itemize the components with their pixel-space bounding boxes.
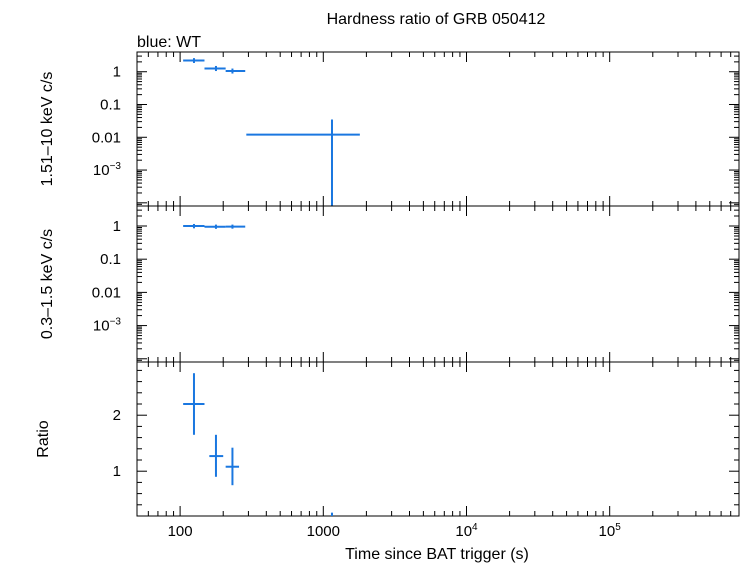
y-axis-label-ratio: Ratio — [35, 420, 52, 457]
data-point — [183, 373, 205, 435]
y-tick-label-base: 10 — [93, 318, 110, 335]
panel-frame — [136, 51, 740, 207]
data-points-soft — [183, 223, 246, 229]
x-tick-labels: 100 1000 104 105 — [168, 522, 622, 540]
data-point — [246, 119, 360, 206]
data-point — [209, 434, 224, 477]
y-tick-label: 1 — [113, 463, 121, 480]
y-tick-label: 10−3 — [93, 161, 122, 179]
x-tick-label: 1000 — [307, 523, 340, 540]
x-axis-label: Time since BAT trigger (s) — [345, 546, 529, 563]
y-tick-label-base: 0.1 — [100, 97, 121, 114]
y-tick-label: 1 — [113, 64, 121, 81]
data-point — [183, 58, 205, 63]
y-tick-label: 1 — [113, 218, 121, 235]
legend-text: blue: WT — [137, 34, 201, 51]
data-point — [225, 68, 246, 74]
y-tick-label: 2 — [113, 407, 121, 424]
data-point — [204, 65, 226, 72]
data-point — [183, 223, 205, 229]
data-point — [225, 447, 240, 486]
x-tick-label-base: 1000 — [307, 523, 340, 540]
y-tick-label-base: 1 — [113, 463, 121, 480]
y-tick-label-base: 0.01 — [92, 284, 121, 301]
y-axis-label-soft: 0.3–1.5 keV c/s — [39, 229, 56, 339]
x-tick-label: 104 — [455, 522, 478, 540]
x-tick-label-base: 10 — [599, 523, 616, 540]
panel-frame — [136, 205, 740, 363]
data-points-ratio — [183, 373, 333, 516]
data-points-hard — [183, 58, 360, 206]
y-tick-label: 0.1 — [100, 97, 121, 114]
y-tick-label-exponent: −3 — [110, 161, 122, 172]
y-tick-label-base: 1 — [113, 64, 121, 81]
y-tick-label-exponent: −3 — [110, 317, 122, 328]
y-tick-label-base: 0.1 — [100, 251, 121, 268]
data-point — [204, 224, 226, 229]
y-tick-label-base: 10 — [93, 162, 110, 179]
y-tick-label-base: 0.01 — [92, 129, 121, 146]
x-tick-label: 100 — [168, 523, 193, 540]
y-tick-label: 0.01 — [92, 284, 121, 301]
data-point — [330, 512, 333, 516]
panel-soft: 1 0.1 0.01 10−3 0.3–1.5 keV c/s — [39, 205, 740, 363]
panel-ratio: 1 2 Ratio — [35, 361, 740, 517]
x-tick-label-exponent: 5 — [615, 522, 621, 533]
x-tick-label-exponent: 4 — [472, 522, 478, 533]
y-tick-label-base: 2 — [113, 407, 121, 424]
x-tick-label-base: 10 — [455, 523, 472, 540]
x-tick-label: 105 — [599, 522, 622, 540]
y-tick-label: 0.1 — [100, 251, 121, 268]
panel-frame — [136, 361, 740, 517]
y-tick-label: 0.01 — [92, 129, 121, 146]
y-axis-label-hard: 1.51–10 keV c/s — [39, 72, 56, 187]
x-tick-label-base: 100 — [168, 523, 193, 540]
y-tick-label-base: 1 — [113, 218, 121, 235]
panel-hard: 1 0.1 0.01 10−3 1.51–10 keV c/s — [39, 51, 740, 207]
chart-title: Hardness ratio of GRB 050412 — [327, 11, 546, 28]
data-point — [225, 224, 246, 229]
y-tick-label: 10−3 — [93, 317, 122, 335]
